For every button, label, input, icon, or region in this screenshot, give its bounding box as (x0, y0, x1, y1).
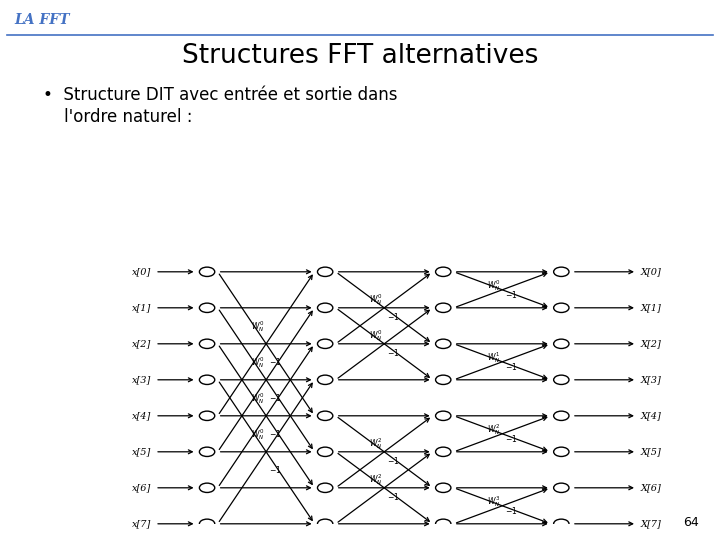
Text: X[5]: X[5] (641, 447, 662, 456)
Circle shape (199, 483, 215, 492)
Text: l'ordre naturel :: l'ordre naturel : (43, 108, 193, 126)
Text: $-1$: $-1$ (387, 347, 400, 358)
Text: $W_N^0$: $W_N^0$ (251, 355, 264, 370)
Circle shape (436, 303, 451, 313)
Text: $W_N^2$: $W_N^2$ (369, 472, 382, 487)
Circle shape (436, 519, 451, 529)
Circle shape (436, 411, 451, 421)
Text: x[7]: x[7] (132, 519, 151, 528)
Text: X[1]: X[1] (641, 303, 662, 312)
Circle shape (318, 447, 333, 456)
Text: $-1$: $-1$ (269, 355, 282, 367)
Circle shape (318, 375, 333, 384)
Circle shape (436, 447, 451, 456)
Text: X[3]: X[3] (641, 375, 662, 384)
Circle shape (436, 483, 451, 492)
Text: $W_N^0$: $W_N^0$ (487, 278, 500, 293)
Text: Structures FFT alternatives: Structures FFT alternatives (182, 43, 538, 69)
Text: •  Structure DIT avec entrée et sortie dans: • Structure DIT avec entrée et sortie da… (43, 86, 397, 104)
Circle shape (199, 411, 215, 421)
Circle shape (318, 483, 333, 492)
Circle shape (554, 303, 569, 313)
Text: $-1$: $-1$ (269, 392, 282, 403)
Text: x[2]: x[2] (132, 339, 151, 348)
Text: x[3]: x[3] (132, 375, 151, 384)
Text: $W_N^0$: $W_N^0$ (369, 328, 382, 342)
Text: X[7]: X[7] (641, 519, 662, 528)
Text: $-1$: $-1$ (269, 463, 282, 475)
Circle shape (436, 267, 451, 276)
Text: X[2]: X[2] (641, 339, 662, 348)
Circle shape (318, 519, 333, 529)
Text: $W_N^1$: $W_N^1$ (487, 350, 500, 365)
Circle shape (199, 267, 215, 276)
Circle shape (436, 339, 451, 348)
Text: $-1$: $-1$ (505, 504, 518, 516)
Text: X[6]: X[6] (641, 483, 662, 492)
Text: $-1$: $-1$ (505, 288, 518, 300)
Text: $W_N^0$: $W_N^0$ (251, 319, 264, 334)
Text: 64: 64 (683, 516, 698, 529)
Circle shape (554, 447, 569, 456)
Text: $-1$: $-1$ (505, 433, 518, 444)
Text: $W_N^0$: $W_N^0$ (369, 292, 382, 307)
Text: $-1$: $-1$ (387, 455, 400, 466)
Text: X[4]: X[4] (641, 411, 662, 420)
Circle shape (199, 303, 215, 313)
Circle shape (318, 267, 333, 276)
Circle shape (554, 375, 569, 384)
Text: x[4]: x[4] (132, 411, 151, 420)
Text: LA FFT: LA FFT (14, 14, 70, 28)
Text: $-1$: $-1$ (505, 361, 518, 372)
Text: x[5]: x[5] (132, 447, 151, 456)
Text: x[0]: x[0] (132, 267, 151, 276)
Text: x[6]: x[6] (132, 483, 151, 492)
Text: $-1$: $-1$ (387, 491, 400, 502)
Circle shape (318, 303, 333, 313)
Circle shape (554, 267, 569, 276)
Text: $W_N^0$: $W_N^0$ (251, 391, 264, 406)
Text: $W_N^3$: $W_N^3$ (487, 494, 500, 509)
Text: $W_N^2$: $W_N^2$ (369, 436, 382, 450)
Circle shape (318, 339, 333, 348)
Text: $W_N^0$: $W_N^0$ (251, 427, 264, 442)
Text: $-1$: $-1$ (269, 428, 282, 438)
Circle shape (554, 411, 569, 421)
Circle shape (199, 339, 215, 348)
Circle shape (554, 339, 569, 348)
Circle shape (436, 375, 451, 384)
Text: $W_N^2$: $W_N^2$ (487, 422, 500, 437)
Circle shape (318, 411, 333, 421)
Circle shape (554, 519, 569, 529)
Circle shape (199, 519, 215, 529)
Circle shape (199, 447, 215, 456)
Text: x[1]: x[1] (132, 303, 151, 312)
Circle shape (199, 375, 215, 384)
Text: X[0]: X[0] (641, 267, 662, 276)
Circle shape (554, 483, 569, 492)
Text: $-1$: $-1$ (387, 311, 400, 322)
